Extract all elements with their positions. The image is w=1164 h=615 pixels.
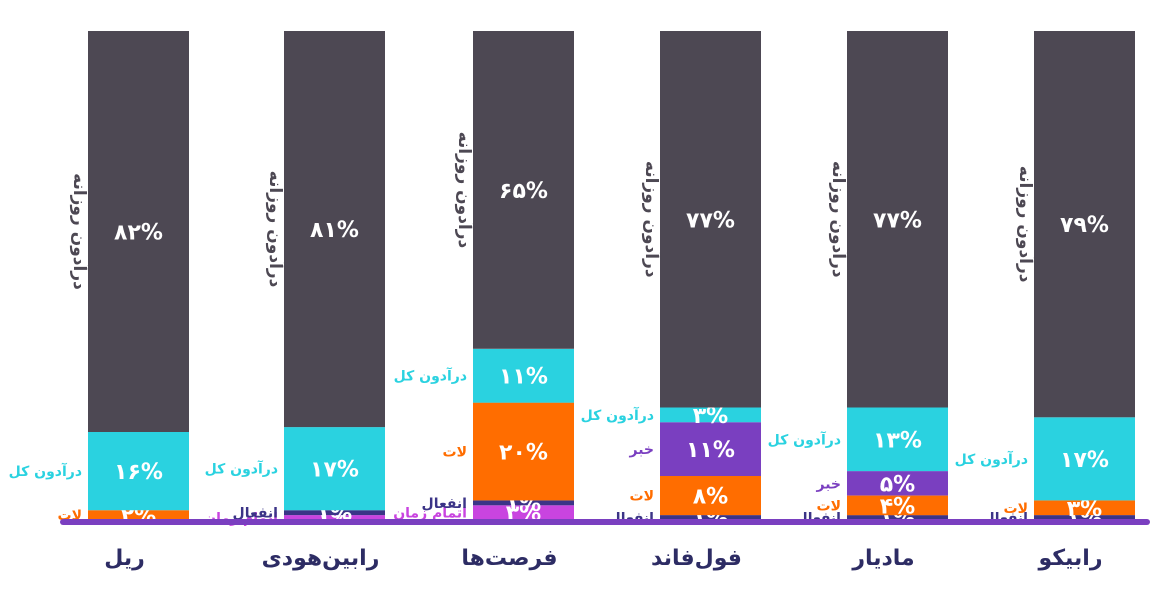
bar-segment — [284, 510, 385, 516]
segment-name-label: اتمام زمان — [393, 506, 467, 522]
category-label: رابین‌هودی — [262, 546, 380, 571]
segment-name-label: لات — [817, 498, 842, 514]
segment-value-label: ۲۰% — [499, 441, 548, 466]
category-label: رابیکو — [1037, 546, 1102, 571]
segment-value-label: ۱۷% — [310, 458, 359, 483]
segment-name-label: درآدون کل — [768, 430, 841, 448]
segment-value-label: ۱۷% — [1060, 448, 1109, 473]
bar-segment — [473, 500, 574, 506]
bar-segment — [88, 31, 189, 432]
bar-segment — [660, 422, 761, 476]
segment-value-label: ۵% — [880, 472, 915, 497]
bar-segment — [1034, 500, 1135, 516]
segment-value-label: ۱۱% — [686, 438, 735, 463]
bar-segment — [473, 505, 574, 520]
bar-segment — [1034, 417, 1135, 501]
bar-segment — [88, 510, 189, 520]
category-label: فرصت‌ها — [461, 546, 557, 571]
segment-name-label: لات — [630, 489, 655, 505]
segment-name-label: درآدون کل — [581, 406, 654, 424]
category-labels: ریل رابین‌هودی فرصت‌ها فول‌فاند مادیار رابیکو — [104, 546, 1102, 571]
segment-name-label: درآدون کل — [9, 462, 82, 480]
segment-name-label: لات — [443, 445, 468, 461]
segment-name-label: درآدون کل — [394, 367, 467, 385]
bar-segment — [284, 31, 385, 428]
segment-value-label: ۳% — [693, 404, 728, 429]
bar-segment — [88, 432, 189, 511]
segment-name-label: لات — [1004, 501, 1029, 517]
segment-value-label: ۸۱% — [310, 218, 359, 243]
bar-segment — [284, 427, 385, 511]
segment-value-label: ۳% — [1067, 497, 1102, 522]
x-axis-baseline — [60, 519, 1150, 525]
bar-segment — [284, 515, 385, 520]
bar-segment — [847, 31, 948, 408]
segment-value-label: ۱۱% — [499, 365, 548, 390]
segment-value-label: ۸۲% — [114, 221, 163, 246]
segment-value-label: ۱۳% — [873, 428, 922, 453]
category-label: فول‌فاند — [651, 546, 742, 571]
segment-value-label: ۸% — [693, 485, 728, 510]
segment-name-label: درآدون کل — [205, 460, 278, 478]
segment-value-label: ۱۶% — [114, 460, 163, 485]
bar-segment — [473, 31, 574, 349]
bar-segment — [1034, 31, 1135, 418]
segment-value-label: ۶۵% — [499, 179, 548, 204]
segment-name-label: انفعال — [233, 506, 278, 522]
segment-name-label: انفعال — [422, 496, 467, 512]
segment-name-label: درآدون روزانه — [1015, 166, 1037, 283]
bar-segment — [1034, 515, 1135, 520]
bar-segment — [473, 402, 574, 501]
segment-name-label: درآدون روزانه — [69, 173, 91, 290]
segment-name-label: درآدون روزانه — [454, 132, 476, 249]
segment-value-label: ۷۷% — [873, 208, 922, 233]
segment-name-label: درآدون روزانه — [641, 161, 663, 278]
bar-segment — [660, 515, 761, 520]
bar-segment — [660, 407, 761, 423]
segment-value-label: ۴% — [880, 494, 915, 519]
segment-value-label: ۷۷% — [686, 208, 735, 233]
category-label: ریل — [104, 546, 145, 571]
bar-segment — [847, 515, 948, 520]
segment-name-label: خبر — [815, 476, 841, 492]
segment-value-label: ۷۹% — [1060, 213, 1109, 238]
bar-segment — [473, 348, 574, 403]
segment-name-label: درآدون روزانه — [265, 171, 287, 288]
segment-name-label: خبر — [628, 442, 654, 458]
bar-segment — [847, 471, 948, 496]
segment-name-label: درآدون کل — [955, 450, 1028, 468]
category-label: مادیار — [851, 546, 914, 571]
bar-segment — [847, 407, 948, 472]
bar-segment — [847, 495, 948, 516]
bar-segment — [660, 476, 761, 516]
bar-segment — [660, 31, 761, 408]
segment-name-label: درآدون روزانه — [828, 161, 850, 278]
